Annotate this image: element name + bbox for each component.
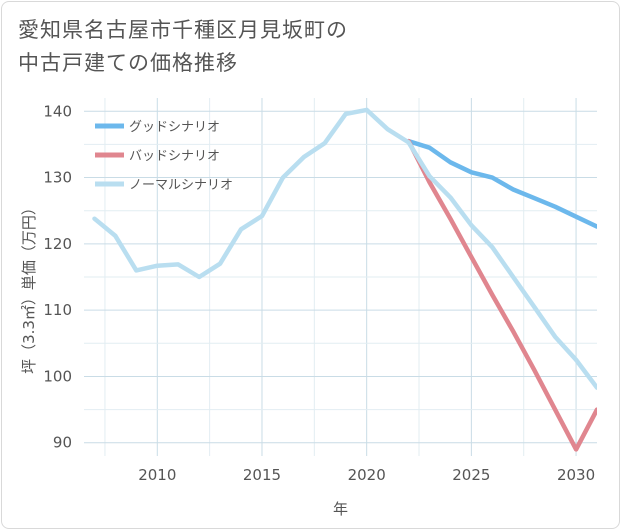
y-tick-label: 130 <box>43 169 72 187</box>
x-tick-label: 2025 <box>452 466 490 484</box>
y-axis-label: 坪（3.3㎡）単価（万円） <box>20 200 38 374</box>
chart-title: 愛知県名古屋市千種区月見坂町の 中古戸建ての価格推移 <box>18 14 348 80</box>
chart-title-line1: 愛知県名古屋市千種区月見坂町の <box>18 18 348 42</box>
tick-labels: 90 100 110 120 130 140 2010 2015 2020 2025 2030 <box>43 102 595 484</box>
x-tick-label: 2020 <box>348 466 386 484</box>
legend-label-bad: バッドシナリオ <box>129 149 220 164</box>
chart-title-line2: 中古戸建ての価格推移 <box>18 51 238 75</box>
legend-label-normal: ノーマルシナリオ <box>129 178 233 193</box>
x-tick-label: 2030 <box>557 466 595 484</box>
grid <box>84 98 597 456</box>
series-line-good <box>406 138 597 229</box>
y-tick-label: 100 <box>43 367 72 385</box>
x-tick-label: 2015 <box>243 466 281 484</box>
x-axis-label: 年 <box>333 500 348 518</box>
series-line-bad <box>406 138 597 452</box>
x-tick-label: 2010 <box>138 466 176 484</box>
y-tick-label: 110 <box>43 301 72 319</box>
y-tick-label: 120 <box>43 235 72 253</box>
y-tick-label: 90 <box>53 434 72 452</box>
y-tick-label: 140 <box>43 102 72 120</box>
legend-label-good: グッドシナリオ <box>129 120 220 135</box>
series-line-normal <box>92 107 597 390</box>
series-lines <box>92 107 597 452</box>
